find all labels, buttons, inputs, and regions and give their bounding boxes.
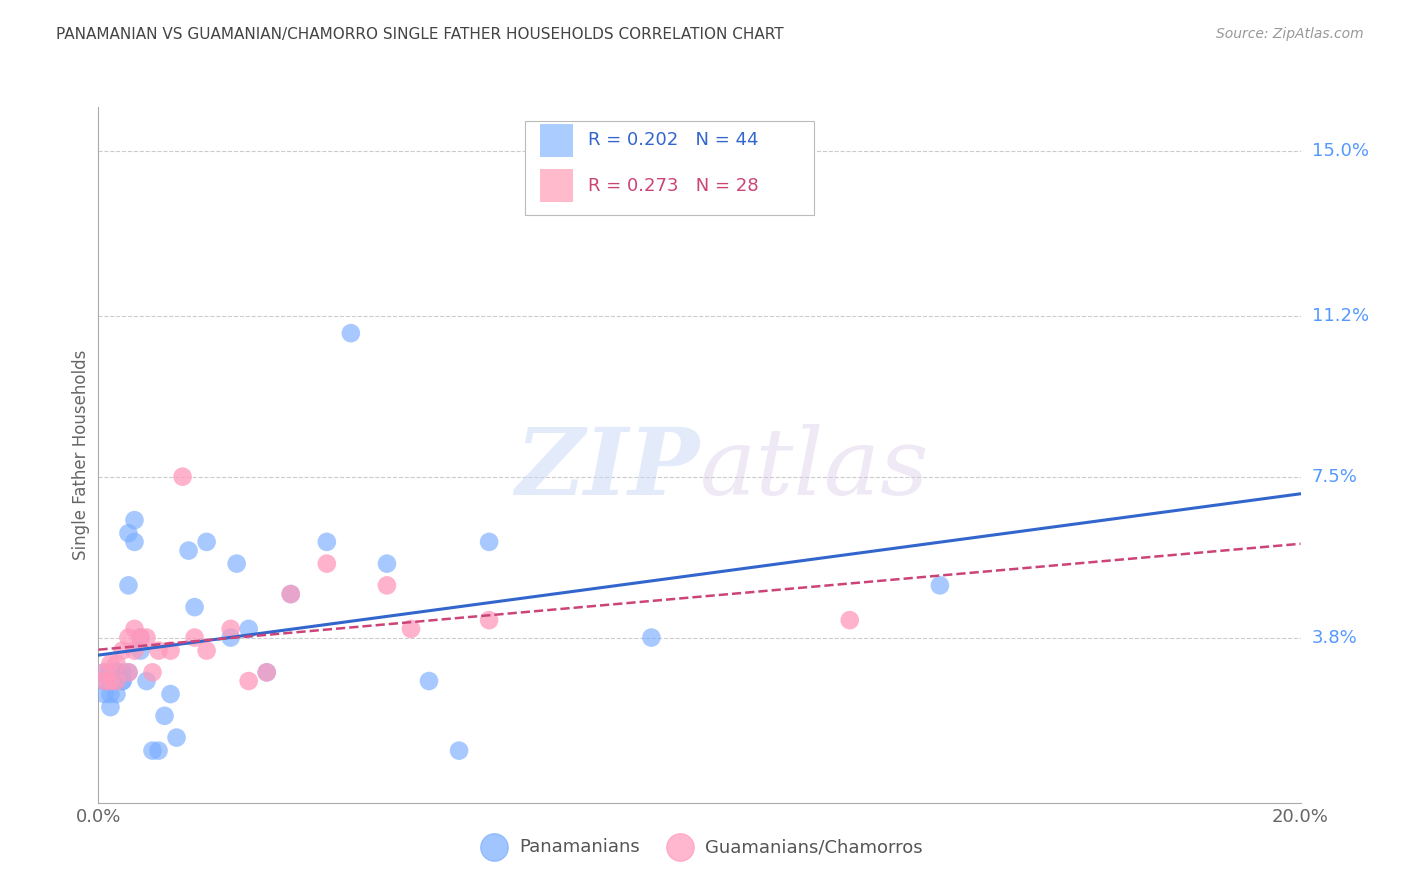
Point [838,613,860,627]
Point [148,744,170,758]
Point [159,687,181,701]
Point [93,665,115,680]
Text: 15.0%: 15.0% [1312,142,1368,160]
Point [124,535,146,549]
Point [105,665,128,680]
Point [141,744,163,758]
Point [124,513,146,527]
Point [478,535,501,549]
Text: atlas: atlas [699,424,929,514]
Bar [540,124,574,157]
Point [418,674,440,689]
Point [219,631,242,645]
Text: 11.2%: 11.2% [1312,307,1369,325]
Point [129,631,152,645]
Point [135,631,157,645]
FancyBboxPatch shape [526,121,814,215]
Point [117,665,139,680]
Point [100,674,122,689]
Point [238,674,260,689]
Point [166,731,188,745]
Y-axis label: Single Father Households: Single Father Households [72,350,90,560]
Point [219,622,242,636]
Point [93,687,115,701]
Point [340,326,363,341]
Point [238,622,260,636]
Point [256,665,278,680]
Point [153,708,176,723]
Text: 7.5%: 7.5% [1312,467,1358,485]
Point [929,578,952,592]
Point [195,535,218,549]
Point [105,665,128,680]
Point [195,643,218,657]
Point [129,631,152,645]
Point [117,526,139,541]
Point [111,665,134,680]
Point [93,674,115,689]
Legend: Panamanians, Guamanians/Chamorros: Panamanians, Guamanians/Chamorros [470,831,929,863]
Point [159,643,181,657]
Point [183,631,205,645]
Point [100,700,122,714]
Point [447,744,470,758]
Point [478,613,501,627]
Point [183,600,205,615]
Point [105,674,128,689]
Point [256,665,278,680]
Text: 3.8%: 3.8% [1312,629,1357,647]
Point [105,665,128,680]
Point [111,643,134,657]
Point [100,674,122,689]
Point [105,657,128,671]
Point [117,578,139,592]
Point [280,587,302,601]
Point [315,535,337,549]
Point [105,674,128,689]
Point [172,469,194,483]
Point [111,674,134,689]
Point [399,622,422,636]
Point [135,674,157,689]
Point [93,665,115,680]
Point [105,687,128,701]
Point [375,557,398,571]
Text: PANAMANIAN VS GUAMANIAN/CHAMORRO SINGLE FATHER HOUSEHOLDS CORRELATION CHART: PANAMANIAN VS GUAMANIAN/CHAMORRO SINGLE … [56,27,785,42]
Point [315,557,337,571]
Point [117,631,139,645]
Text: R = 0.273   N = 28: R = 0.273 N = 28 [588,177,758,194]
Point [375,578,398,592]
Point [117,665,139,680]
Point [93,674,115,689]
Point [100,687,122,701]
Point [124,643,146,657]
Point [225,557,247,571]
Text: Source: ZipAtlas.com: Source: ZipAtlas.com [1216,27,1364,41]
Bar [540,169,574,202]
Text: R = 0.202   N = 44: R = 0.202 N = 44 [588,131,758,150]
Point [129,643,152,657]
Point [640,631,662,645]
Point [100,665,122,680]
Point [280,587,302,601]
Point [111,674,134,689]
Point [141,665,163,680]
Point [124,622,146,636]
Point [100,657,122,671]
Point [148,643,170,657]
Text: ZIP: ZIP [515,424,699,514]
Point [177,543,200,558]
